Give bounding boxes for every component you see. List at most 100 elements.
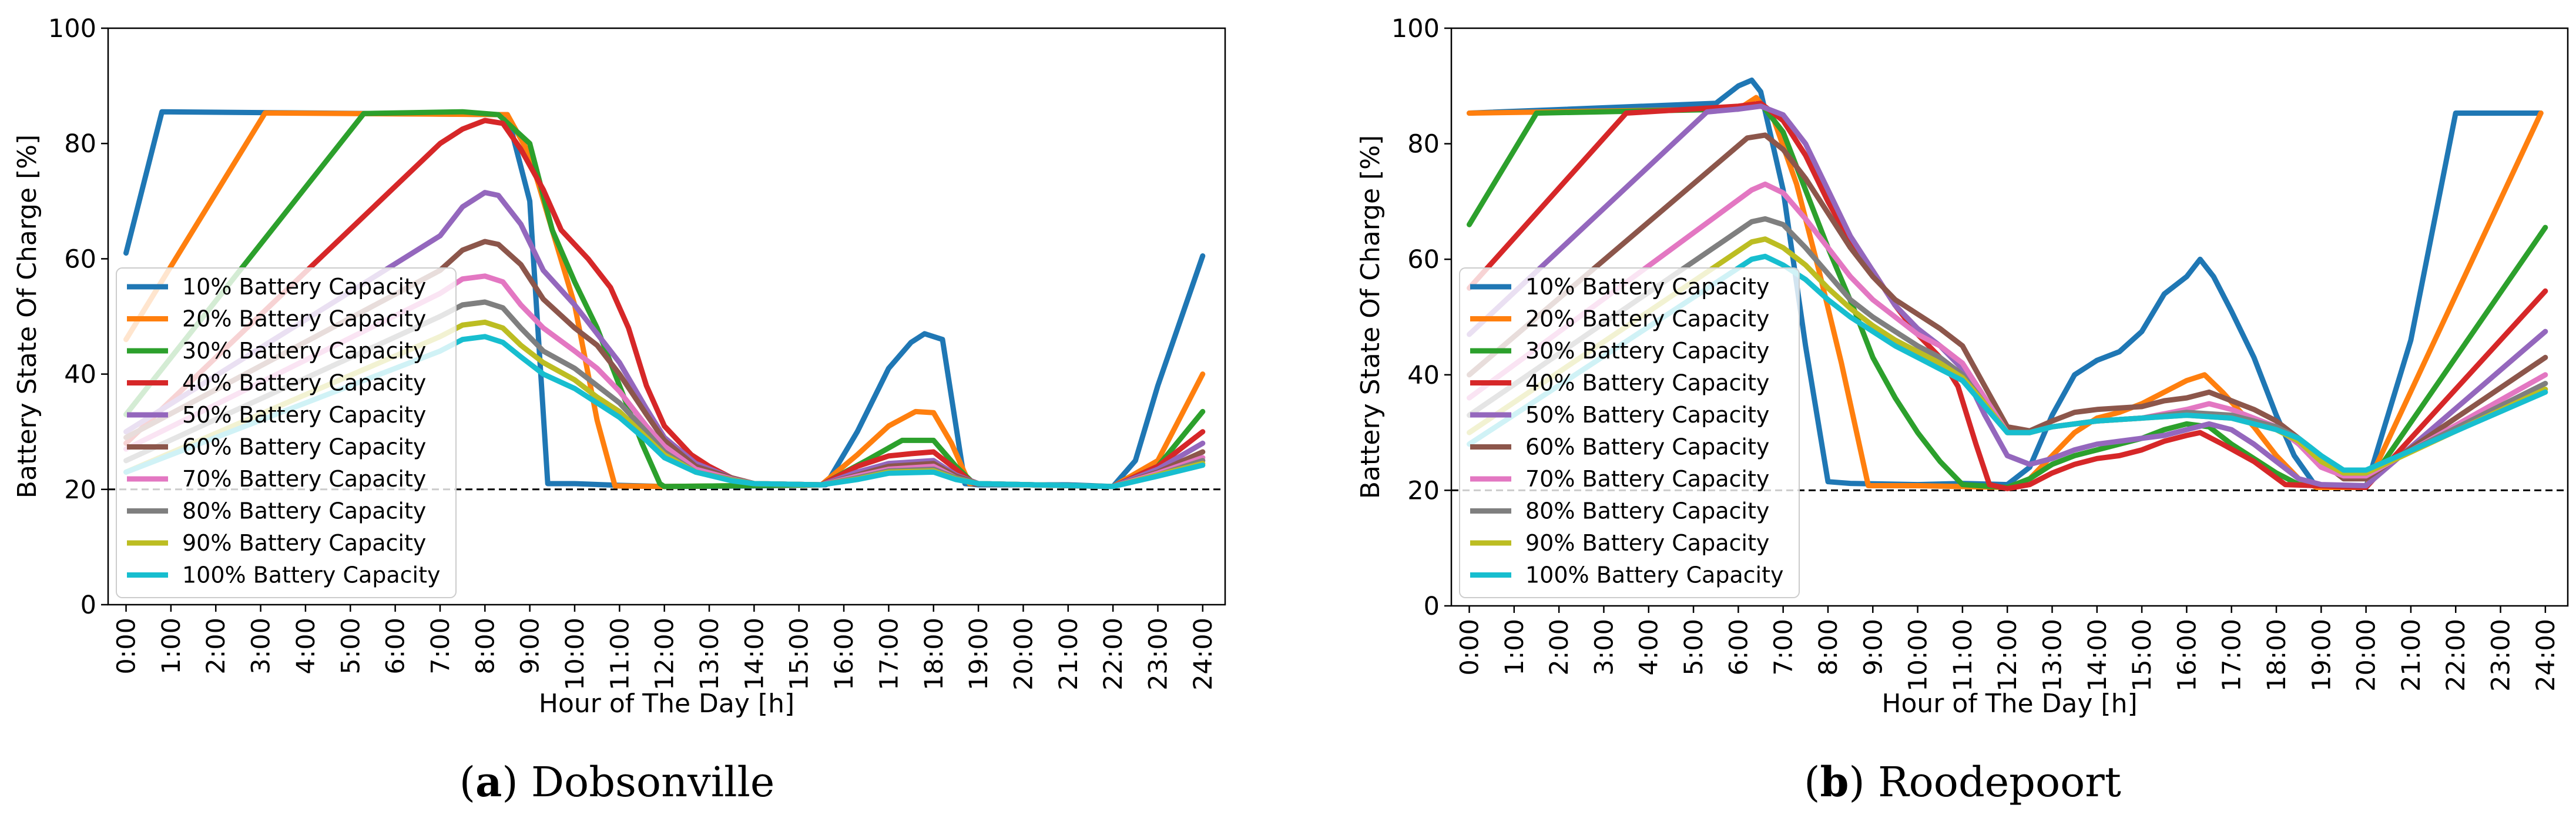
legend-label-30: 30% Battery Capacity <box>1525 338 1769 364</box>
x-tick-label: 8:00 <box>471 618 500 675</box>
x-tick-label: 17:00 <box>874 618 904 690</box>
y-tick-label: 60 <box>1407 245 1440 274</box>
x-tick-label: 20:00 <box>2352 619 2382 692</box>
x-tick-label: 0:00 <box>112 618 142 675</box>
legend-label-50: 50% Battery Capacity <box>182 402 426 428</box>
y-tick-label: 60 <box>64 244 96 274</box>
x-tick-label: 22:00 <box>2441 619 2471 692</box>
legend-label-70: 70% Battery Capacity <box>1525 466 1769 492</box>
x-tick-label: 4:00 <box>1635 619 1664 676</box>
x-tick-label: 4:00 <box>291 618 321 675</box>
x-tick-label: 24:00 <box>2531 619 2561 692</box>
x-tick-label: 12:00 <box>650 618 680 690</box>
legend-label-10: 10% Battery Capacity <box>182 274 426 300</box>
x-tick-label: 15:00 <box>785 618 814 690</box>
legend-box <box>116 267 457 598</box>
y-tick-label: 20 <box>1407 476 1440 505</box>
series-group <box>123 109 1206 490</box>
x-tick-label: 19:00 <box>2307 619 2336 692</box>
x-tick-label: 7:00 <box>426 618 455 675</box>
legend-box <box>1459 267 1800 598</box>
x-tick-label: 2:00 <box>1545 619 1574 676</box>
series-line-50 <box>1467 103 2548 488</box>
y-axis-label: Battery State Of Charge [%] <box>1356 135 1386 499</box>
x-tick-label: 3:00 <box>247 618 276 675</box>
series-line-60 <box>1467 132 2548 482</box>
x-tick-label: 21:00 <box>2397 619 2426 692</box>
x-tick-label: 1:00 <box>157 618 186 675</box>
legend-label-90: 90% Battery Capacity <box>1525 530 1769 556</box>
caption-close-paren: ) <box>1849 758 1864 806</box>
x-tick-label: 5:00 <box>1679 619 1709 676</box>
caption-open-paren: ( <box>459 758 475 806</box>
legend-label-80: 80% Battery Capacity <box>182 498 426 524</box>
x-tick-label: 14:00 <box>2083 619 2112 692</box>
x-tick-label: 11:00 <box>1948 619 1978 692</box>
legend-label-70: 70% Battery Capacity <box>182 466 426 492</box>
x-tick-label: 6:00 <box>1724 619 1753 676</box>
x-tick-label: 13:00 <box>2038 619 2067 692</box>
x-tick-label: 23:00 <box>2487 619 2516 692</box>
y-tick-label: 100 <box>1391 14 1440 43</box>
y-tick-label: 40 <box>64 360 96 390</box>
plot-frame <box>1450 27 2569 607</box>
x-tick-label: 16:00 <box>2172 619 2202 692</box>
series-line-10 <box>1467 78 2544 490</box>
x-tick-label: 20:00 <box>1009 618 1038 690</box>
x-tick-label: 5:00 <box>336 618 365 675</box>
legend-label-30: 30% Battery Capacity <box>182 338 426 364</box>
y-tick-label: 20 <box>64 475 96 505</box>
legend-label-20: 20% Battery Capacity <box>1525 306 1769 332</box>
x-tick-label: 16:00 <box>830 618 859 690</box>
x-tick-label: 1:00 <box>1500 619 1530 676</box>
x-tick-label: 15:00 <box>2128 619 2157 692</box>
x-axis-label: Hour of The Day [h] <box>1881 689 2137 719</box>
legend-label-40: 40% Battery Capacity <box>182 370 426 396</box>
x-tick-label: 0:00 <box>1455 619 1485 676</box>
chart-panel-roodepoort: 0 20 40 60 80 100 0:00 1:00 2:00 3:00 4:00 5:00 6:00… <box>1356 14 2569 806</box>
series-line-40 <box>123 118 1206 490</box>
y-tick-label: 0 <box>1424 592 1440 621</box>
legend-label-90: 90% Battery Capacity <box>182 530 426 556</box>
x-tick-label: 21:00 <box>1054 618 1084 690</box>
x-tick-label: 22:00 <box>1099 618 1128 690</box>
legend-label-100: 100% Battery Capacity <box>182 562 441 588</box>
y-tick-label: 80 <box>1407 130 1440 159</box>
x-tick-label: 23:00 <box>1143 618 1173 690</box>
caption-letter: b <box>1820 757 1849 806</box>
legend-label-40: 40% Battery Capacity <box>1525 370 1769 396</box>
y-tick-label: 0 <box>80 591 96 620</box>
x-tick-label: 18:00 <box>920 618 949 690</box>
y-axis-label: Battery State Of Charge [%] <box>12 135 42 498</box>
x-tick-label: 10:00 <box>1904 619 1933 692</box>
panel-caption: (b) Roodepoort <box>1804 757 2121 806</box>
x-tick-label: 13:00 <box>695 618 724 690</box>
series-line-100 <box>123 334 1206 490</box>
caption-close-paren: ) <box>502 758 518 806</box>
legend-label-10: 10% Battery Capacity <box>1525 274 1769 300</box>
x-tick-label: 24:00 <box>1189 618 1218 690</box>
x-tick-label: 3:00 <box>1589 619 1619 676</box>
caption-location: Roodepoort <box>1865 758 2121 806</box>
x-tick-label: 11:00 <box>605 618 635 690</box>
legend-label-20: 20% Battery Capacity <box>182 306 426 332</box>
x-tick-label: 19:00 <box>964 618 994 690</box>
legend-label-60: 60% Battery Capacity <box>182 434 426 460</box>
x-tick-label: 17:00 <box>2218 619 2247 692</box>
x-tick-label: 9:00 <box>1859 619 1888 676</box>
series-line-100 <box>1467 253 2548 473</box>
y-tick-label: 40 <box>1407 361 1440 390</box>
caption-location: Dobsonville <box>518 758 775 806</box>
legend-label-80: 80% Battery Capacity <box>1525 498 1769 524</box>
plot-frame <box>107 27 1226 606</box>
caption-open-paren: ( <box>1804 758 1820 806</box>
chart-panel-dobsonville: 0 20 40 60 80 100 0:00 1:00 2:00 3:00 4:00 5:00 6:00… <box>12 14 1226 806</box>
y-tick-label: 80 <box>64 129 96 159</box>
x-tick-label: 6:00 <box>381 618 411 675</box>
legend-label-60: 60% Battery Capacity <box>1525 434 1769 460</box>
x-tick-label: 2:00 <box>202 618 231 675</box>
series-line-40 <box>1467 100 2548 491</box>
x-tick-label: 7:00 <box>1769 619 1799 676</box>
x-tick-label: 10:00 <box>561 618 590 690</box>
series-group <box>1467 78 2548 491</box>
